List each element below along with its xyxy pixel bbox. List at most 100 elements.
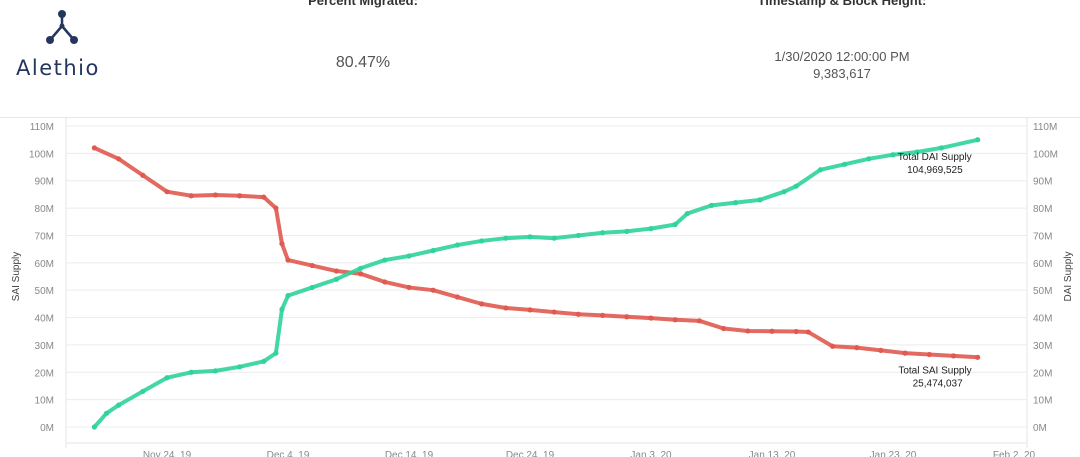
sai-supply-line	[92, 145, 980, 360]
dai-data-point	[333, 276, 339, 282]
block-height-value: 9,383,617	[813, 66, 871, 81]
dai-data-point	[793, 183, 799, 189]
sai-data-point	[575, 311, 582, 317]
y-right-tick-label: 60M	[1033, 259, 1052, 270]
dai-data-point	[309, 284, 315, 291]
sai-data-point	[551, 309, 557, 315]
sai-data-point	[926, 351, 932, 358]
sai-data-point	[721, 325, 727, 332]
timestamp-label: Timestamp & Block Height:	[757, 0, 927, 8]
x-tick-label: Nov 24, 19	[143, 450, 192, 457]
y-right-tick-label: 40M	[1033, 314, 1052, 325]
y-right-tick-label: 50M	[1033, 286, 1052, 297]
dai-data-point	[406, 253, 412, 259]
alethio-logo[interactable]: Alethio	[14, 8, 114, 82]
sai-data-point	[503, 305, 509, 311]
x-tick-label: Jan 23, 20	[870, 450, 917, 457]
dai-data-point	[237, 364, 243, 370]
sai-data-point	[430, 287, 436, 293]
sai-data-point	[696, 318, 703, 324]
y-right-tick-label: 30M	[1033, 341, 1052, 352]
dai-supply-line	[92, 137, 980, 429]
sai-data-point	[527, 307, 533, 313]
sai-data-point	[975, 354, 981, 360]
sai-data-point	[188, 193, 194, 199]
dai-data-point	[757, 197, 763, 203]
dai-data-point	[212, 368, 218, 374]
sai-data-point	[237, 193, 243, 199]
dai-end-value: 104,969,525	[907, 165, 963, 176]
y-left-tick-label: 30M	[35, 341, 54, 352]
sai-data-point	[769, 328, 775, 334]
y-right-tick-label: 10M	[1033, 396, 1052, 407]
dai-data-point	[684, 210, 690, 217]
sai-data-point	[878, 347, 884, 353]
dai-data-point	[382, 257, 388, 263]
sai-data-point	[479, 301, 485, 307]
y-right-tick-label: 0M	[1033, 423, 1047, 434]
dai-data-point	[103, 410, 110, 416]
y-left-tick-label: 90M	[35, 177, 54, 188]
dai-data-point	[140, 388, 146, 395]
y-right-tick-label: 110M	[1033, 122, 1057, 133]
percent-migrated-kpi: Percent Migrated: 80.47%	[263, 0, 463, 72]
y-left-tick-label: 40M	[35, 314, 54, 325]
x-tick-label: Jan 3, 20	[630, 450, 672, 457]
sai-data-point	[309, 262, 315, 269]
y-left-tick-label: 50M	[35, 286, 54, 297]
sai-data-point	[382, 279, 388, 285]
dai-data-point	[527, 234, 533, 240]
dai-data-point	[708, 202, 715, 208]
y-left-tick-label: 100M	[29, 149, 54, 160]
y-right-tick-label: 80M	[1033, 204, 1052, 215]
sai-data-point	[91, 145, 97, 151]
sai-data-point	[406, 284, 412, 291]
sai-data-point	[140, 172, 146, 178]
percent-migrated-label: Percent Migrated:	[308, 0, 418, 8]
sai-end-label: Total SAI Supply	[898, 365, 971, 376]
x-tick-label: Dec 24, 19	[506, 450, 555, 457]
y-right-axis-title: DAI Supply	[1063, 251, 1074, 301]
sai-end-value: 25,474,037	[913, 378, 963, 389]
y-left-tick-label: 20M	[35, 368, 54, 379]
dai-data-point	[358, 265, 364, 271]
y-left-tick-label: 0M	[40, 423, 54, 434]
sai-data-point	[212, 192, 218, 198]
dai-data-point	[261, 358, 267, 364]
sai-data-point	[805, 329, 811, 335]
alethio-network-icon	[46, 10, 78, 44]
sai-data-point	[273, 205, 279, 211]
y-right-tick-label: 90M	[1033, 177, 1052, 188]
dai-data-point	[273, 350, 279, 356]
dai-data-point	[781, 189, 787, 195]
y-left-tick-label: 10M	[35, 396, 54, 407]
dai-data-point	[733, 200, 739, 206]
dai-data-point	[975, 137, 981, 143]
dai-data-point	[842, 161, 848, 167]
x-tick-label: Jan 13, 20	[749, 450, 796, 457]
logo-text: Alethio	[16, 56, 100, 80]
y-right-tick-label: 70M	[1033, 231, 1052, 242]
dai-data-point	[285, 293, 291, 299]
dai-data-point	[600, 230, 606, 236]
sai-data-point	[116, 156, 122, 162]
y-left-tick-label: 80M	[35, 204, 54, 215]
sai-data-point	[902, 350, 908, 356]
sai-data-point	[285, 257, 291, 263]
dai-data-point	[279, 306, 285, 312]
dai-data-point	[575, 232, 582, 239]
dai-data-point	[454, 242, 460, 248]
dai-data-point	[890, 152, 896, 158]
dai-data-point	[672, 221, 678, 228]
timestamp-kpi: Timestamp & Block Height: 1/30/2020 12:0…	[742, 0, 942, 82]
y-left-axis-title: SAI Supply	[11, 252, 22, 301]
percent-migrated-value: 80.47%	[335, 54, 391, 71]
sai-data-point	[454, 294, 460, 300]
sai-data-point	[672, 317, 678, 323]
sai-data-point	[600, 312, 606, 318]
y-left-tick-label: 60M	[35, 259, 54, 270]
y-left-tick-label: 110M	[30, 122, 54, 133]
supply-chart[interactable]: 0M 0M 10M 10M 20M 20M 30M 30M 40M 40M 50M 50M 60M 60M…	[0, 118, 1080, 457]
dai-data-point	[624, 228, 630, 234]
dai-data-point	[430, 247, 436, 254]
